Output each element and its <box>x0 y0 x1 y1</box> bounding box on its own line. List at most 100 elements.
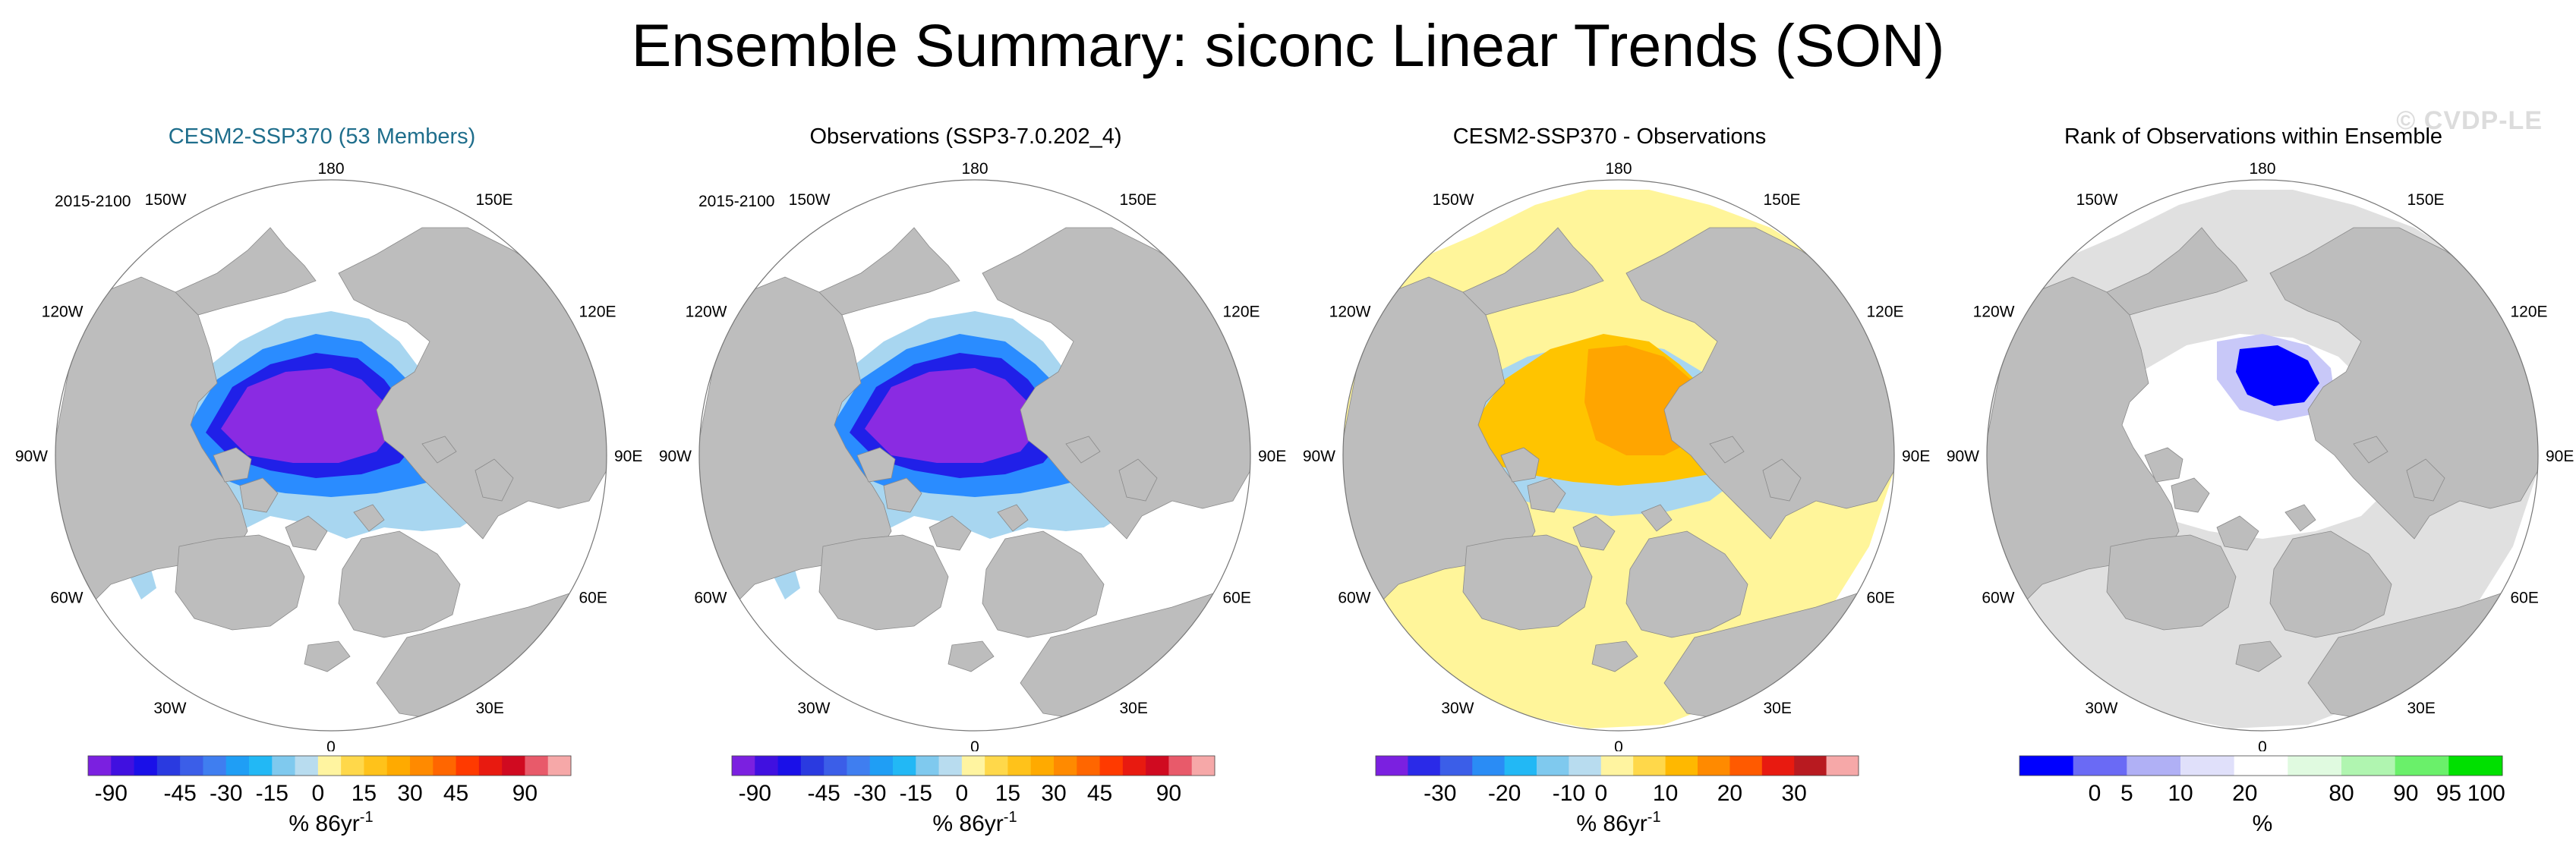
lon-label-30e: 30E <box>1120 700 1148 717</box>
colorbar-swatch <box>1761 756 1795 776</box>
colorbar-swatch <box>2180 756 2235 776</box>
land <box>2406 458 2445 502</box>
colorbar-tick-label: 15 <box>352 781 377 806</box>
colorbar-swatch <box>386 756 411 776</box>
colorbar-tick-label: 0 <box>1594 781 1607 806</box>
colorbar-swatch <box>916 756 940 776</box>
colorbar-swatch <box>249 756 273 776</box>
colorbar-swatch <box>1504 756 1537 776</box>
colorbar-tick-label: 45 <box>443 781 468 806</box>
colorbar-swatch <box>985 756 1008 776</box>
land <box>997 504 1029 532</box>
land <box>1625 530 1748 638</box>
colorbar-frame <box>87 755 572 776</box>
colorbar-swatch <box>433 756 457 776</box>
panel-title-1: CESM2-SSP370 (53 Members) <box>168 124 476 149</box>
colorbar-tick-label: -30 <box>853 781 886 806</box>
lon-label-180: 180 <box>961 160 988 178</box>
land <box>55 276 248 631</box>
panel-title-2: Observations (SSP3-7.0.202_4) <box>809 124 1122 149</box>
colorbar-tick-label: 95 <box>2436 781 2461 806</box>
colorbar-swatch <box>961 756 985 776</box>
trend-field <box>2236 345 2319 406</box>
lon-label-120w: 120W <box>1973 304 2015 321</box>
colorbar-swatch <box>1698 756 1730 776</box>
colorbar-swatch <box>1665 756 1698 776</box>
colorbar-tick-label: 0 <box>312 781 325 806</box>
colorbar-swatch <box>1826 756 1859 776</box>
land <box>1462 534 1593 631</box>
lon-label-180: 180 <box>317 160 344 178</box>
colorbar-swatch <box>847 756 871 776</box>
colorbar-swatch <box>456 756 480 776</box>
land <box>2106 534 2237 631</box>
land <box>285 515 328 551</box>
colorbar-unit-text: % 86yr <box>288 811 359 836</box>
map-border <box>698 179 1251 732</box>
colorbar-swatch <box>341 756 364 776</box>
colorbar-3: -30 -20 -10 0 10 20 30 % 86yr-1 <box>1375 755 1859 836</box>
colorbar-swatch <box>2127 756 2181 776</box>
colorbar-tick-label: -15 <box>256 781 288 806</box>
map-content <box>1987 180 2538 731</box>
lon-label-60e: 60E <box>579 590 607 607</box>
colorbar-tick-label: -20 <box>1488 781 1521 806</box>
lon-label-30e: 30E <box>2407 700 2436 717</box>
lon-label-30w: 30W <box>797 700 830 717</box>
colorbar-tick-label: 15 <box>995 781 1020 806</box>
lon-label-30w: 30W <box>2085 700 2117 717</box>
colorbar-unit: % 86yr-1 <box>932 809 1017 836</box>
colorbar-swatch <box>2073 756 2127 776</box>
lon-label-0: 0 <box>970 738 979 751</box>
lon-label-150w: 150W <box>2076 191 2118 209</box>
colorbar-tick-label: -90 <box>739 781 771 806</box>
land <box>982 530 1105 638</box>
colorbar-swatch <box>1537 756 1569 776</box>
colorbar-tick-label: 0 <box>956 781 969 806</box>
colorbar-tick-label: -10 <box>1553 781 1585 806</box>
land <box>1343 276 1536 631</box>
colorbar-swatch <box>1099 756 1124 776</box>
colorbar-tick-label: 10 <box>2168 781 2193 806</box>
lon-label-180: 180 <box>2249 160 2275 178</box>
land <box>1462 227 1604 316</box>
colorbar-swatch <box>893 756 916 776</box>
map-border <box>1986 179 2539 732</box>
lon-label-150w: 150W <box>145 191 187 209</box>
colorbar-unit-sup: -1 <box>1647 809 1661 826</box>
lon-label-120e: 120E <box>579 304 616 321</box>
colorbar-swatch <box>134 756 158 776</box>
colorbar-swatch <box>1191 756 1215 776</box>
colorbar-swatch <box>317 756 342 776</box>
colorbar-swatch <box>364 756 388 776</box>
colorbar-swatch <box>1168 756 1193 776</box>
colorbar-unit: % 86yr-1 <box>288 809 373 836</box>
lon-label-150e: 150E <box>1120 191 1157 209</box>
land <box>2216 515 2259 551</box>
lon-label-150e: 150E <box>476 191 513 209</box>
colorbar-tick-label: -30 <box>1424 781 1456 806</box>
land <box>818 227 960 316</box>
lon-label-60w: 60W <box>1982 590 2014 607</box>
colorbar-tick-label: 30 <box>1041 781 1066 806</box>
lon-label-120w: 120W <box>1329 304 1371 321</box>
colorbar-tick-label: -45 <box>807 781 840 806</box>
colorbar-swatch <box>1054 756 1077 776</box>
lon-label-90e: 90E <box>614 448 642 465</box>
panel-title-3: CESM2-SSP370 - Observations <box>1452 124 1767 149</box>
watermark: © CVDP-LE <box>2396 106 2543 135</box>
colorbar-swatch <box>203 756 227 776</box>
lon-label-0: 0 <box>1614 738 1623 751</box>
colorbar-tick-label: 80 <box>2328 781 2354 806</box>
colorbar-tick-label: 90 <box>1156 781 1181 806</box>
land <box>1591 640 1638 672</box>
lon-label-150w: 150W <box>1433 191 1474 209</box>
period-label: 2015-2100 <box>55 193 131 210</box>
lon-label-60w: 60W <box>1338 590 1370 607</box>
colorbar-swatch <box>800 756 825 776</box>
colorbar-swatch <box>824 756 847 776</box>
colorbar-tick-label: 90 <box>2393 781 2418 806</box>
colorbar-swatch <box>2288 756 2342 776</box>
land <box>175 227 317 316</box>
colorbar-swatch <box>1376 756 1408 776</box>
